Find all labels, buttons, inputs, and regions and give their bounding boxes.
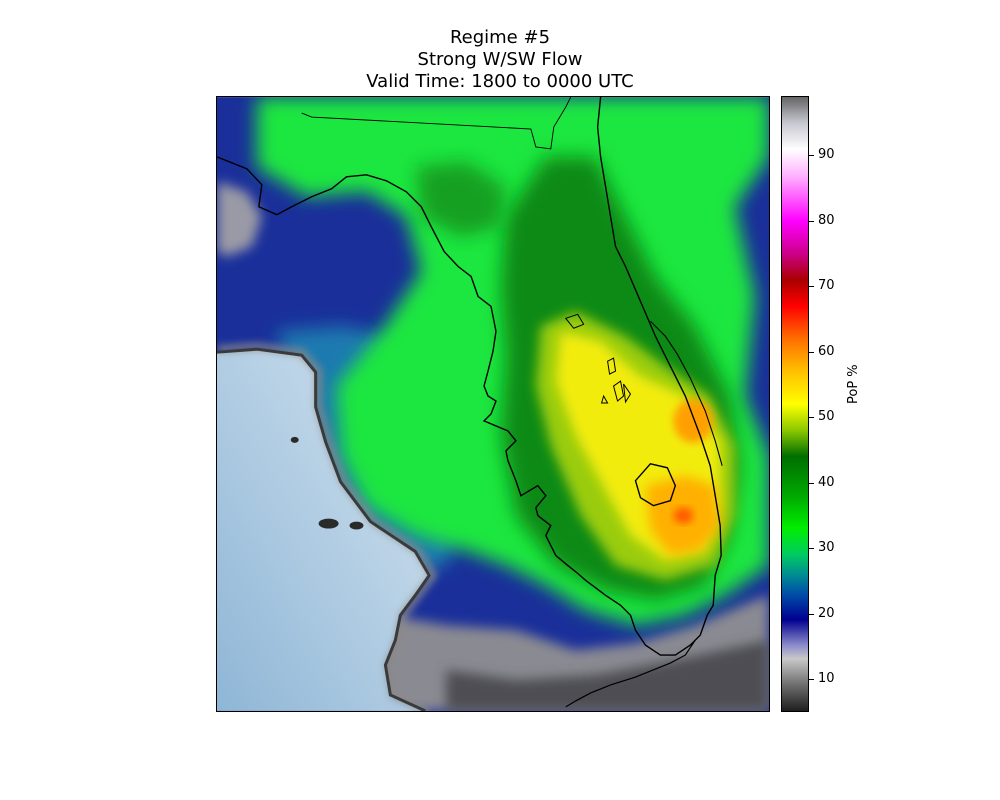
- north-green-blob: [416, 161, 506, 237]
- barrier-islands: [650, 320, 723, 466]
- gulf-dark-edge: [217, 347, 432, 711]
- gulf-island-dark: [290, 436, 299, 443]
- colorbar-tick: [809, 417, 814, 418]
- colorbar: [781, 96, 809, 712]
- state-border: [301, 97, 572, 150]
- colorbar-tick: [809, 286, 814, 287]
- colorbar-tick-label: 70: [818, 278, 835, 293]
- title-regime: Regime #5: [449, 27, 551, 48]
- red-maximum: [673, 507, 694, 524]
- pop-map: [216, 96, 770, 712]
- title-valid-time: Valid Time: 1800 to 0000 UTC: [366, 71, 634, 92]
- colorbar-tick: [809, 548, 814, 549]
- colorbar-gradient: [782, 97, 808, 711]
- title-flow: Strong W/SW Flow: [417, 49, 583, 70]
- colorbar-tick-label: 30: [818, 540, 835, 555]
- colorbar-tick-label: 90: [818, 147, 835, 162]
- colorbar-tick: [809, 679, 814, 680]
- pop-map-svg: [217, 97, 769, 711]
- gulf-island-dark: [349, 521, 364, 530]
- orange-northeast: [673, 399, 714, 443]
- gulf-water: [217, 348, 432, 711]
- colorbar-tick-label: 10: [818, 671, 835, 686]
- colorbar-tick: [809, 483, 814, 484]
- colorbar-tick: [809, 155, 814, 156]
- colorbar-tick: [809, 614, 814, 615]
- colorbar-tick-label: 20: [818, 606, 835, 621]
- lake-okeechobee: [634, 463, 677, 507]
- gulf-gray-edge: [217, 343, 437, 711]
- lake-outline: [607, 357, 617, 375]
- northwest-gray-patch: [217, 181, 262, 257]
- lake-outline: [612, 380, 625, 402]
- gulf-island-dark: [318, 518, 339, 529]
- colorbar-tick: [809, 221, 814, 222]
- lake-outline: [623, 383, 632, 404]
- florida-keys: [565, 639, 696, 708]
- colorbar-tick-label: 40: [818, 475, 835, 490]
- lake-outline: [600, 394, 609, 404]
- colorbar-tick: [809, 352, 814, 353]
- colorbar-tick-label: 50: [818, 409, 835, 424]
- colorbar-tick-label: 80: [818, 213, 835, 228]
- southern-dark-belt: [446, 640, 769, 711]
- colorbar-tick-label: 60: [818, 344, 835, 359]
- colorbar-label: PoP %: [846, 364, 861, 404]
- lake-outline: [564, 313, 585, 329]
- florida-coastline: [217, 97, 722, 656]
